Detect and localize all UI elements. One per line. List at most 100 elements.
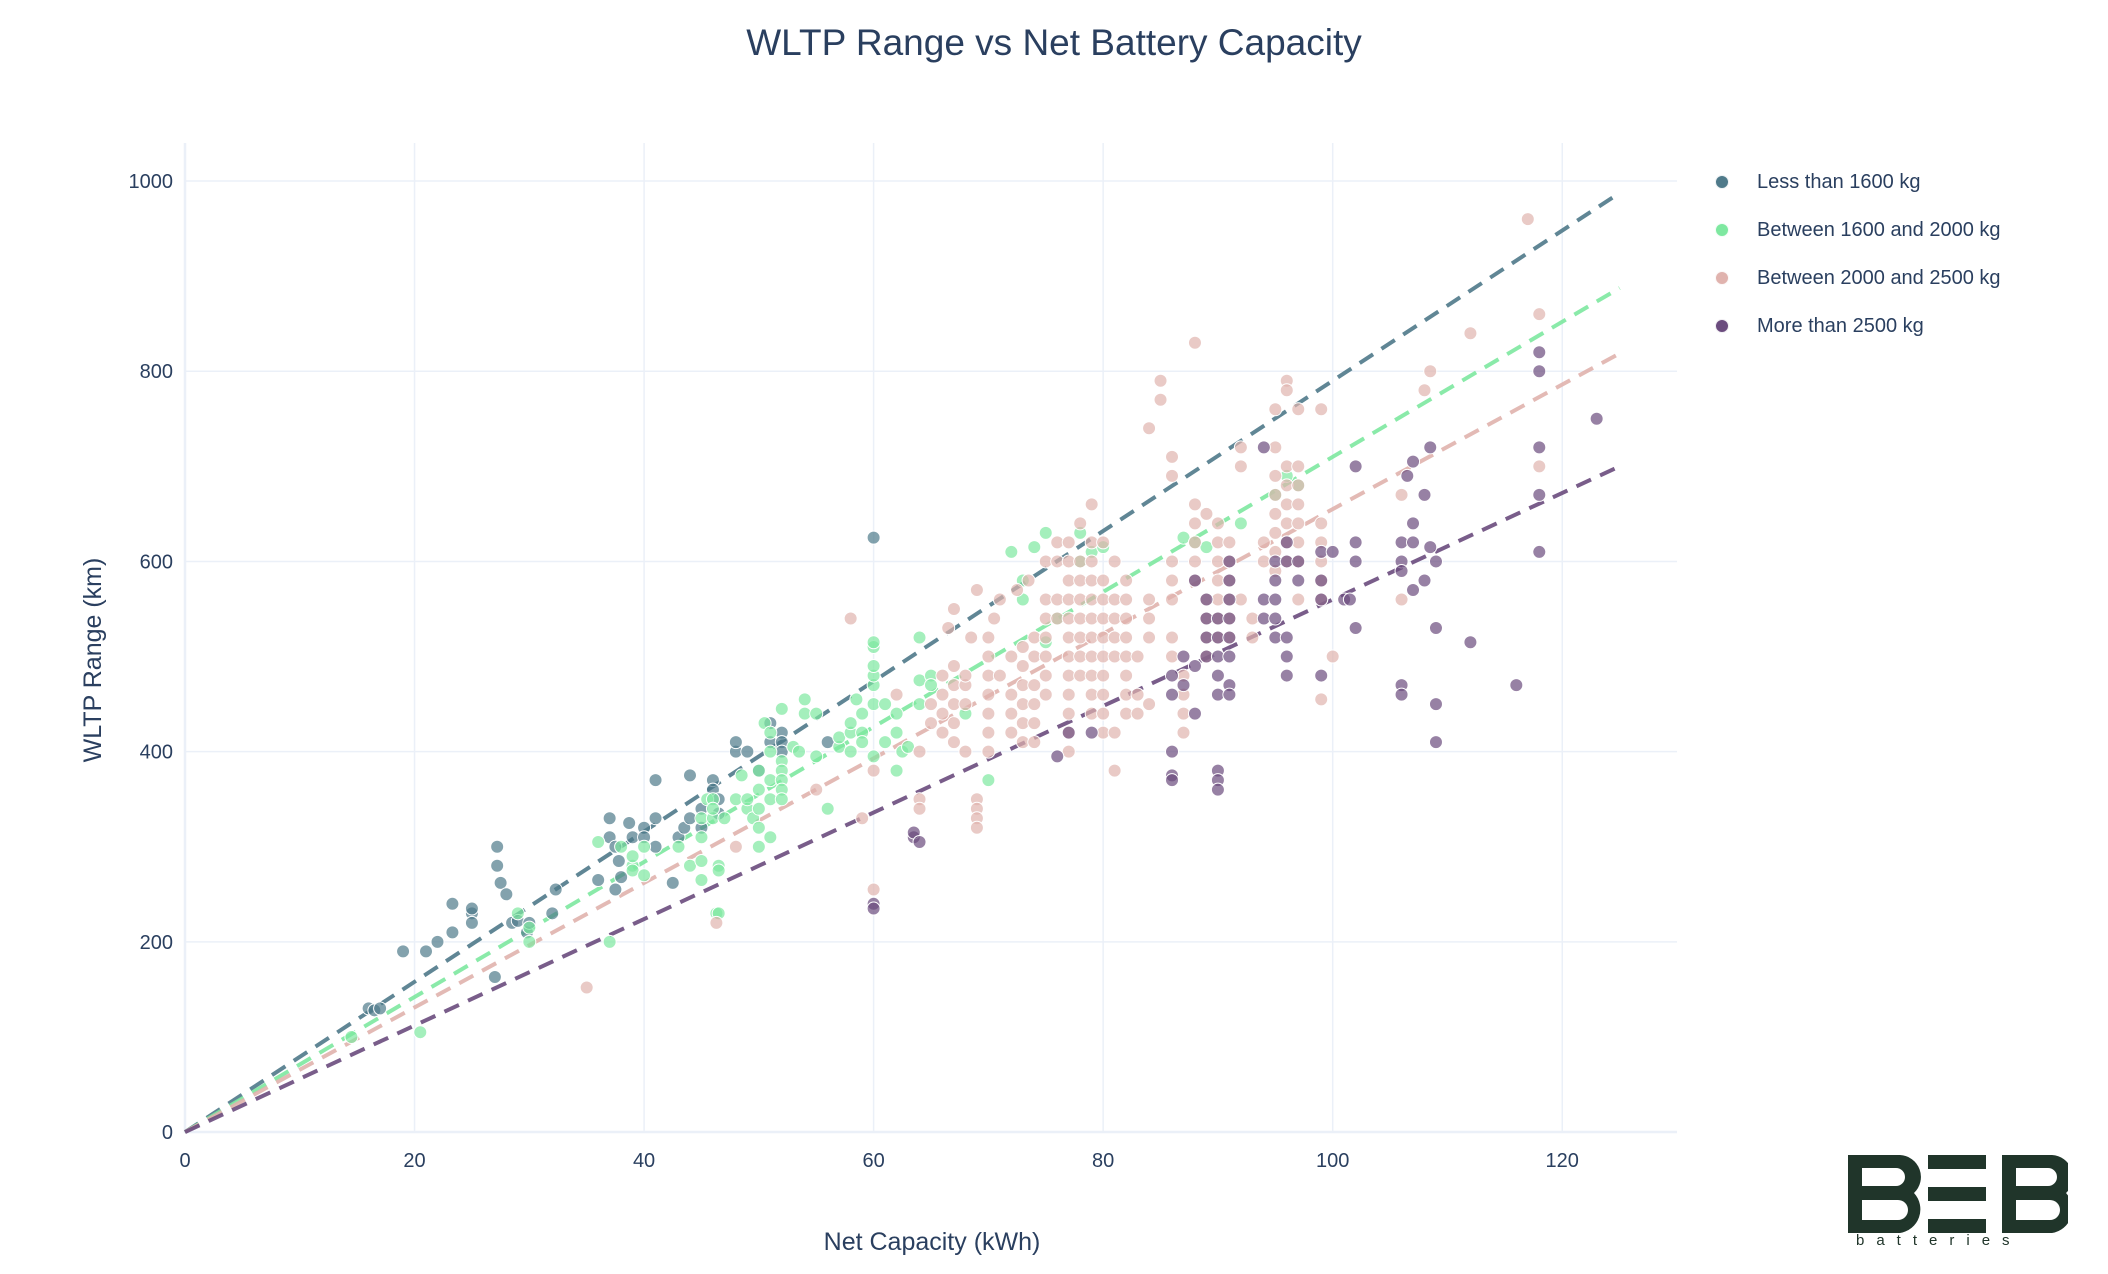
data-point-s2-28	[958, 744, 973, 759]
data-point-s3-29	[1210, 782, 1225, 797]
data-point-s3-81	[1428, 735, 1443, 750]
brand-logo	[1848, 1155, 2068, 1233]
data-point-s3-73	[1406, 582, 1421, 597]
data-point-s2-138	[1153, 373, 1168, 388]
data-point-s3-59	[1342, 592, 1357, 607]
legend-label-2: Between 2000 and 2500 kg	[1757, 266, 2001, 289]
x-tick-label-4: 80	[1092, 1150, 1114, 1172]
data-point-s2-134	[1142, 611, 1157, 626]
data-point-s2-201	[1291, 497, 1306, 512]
data-point-s2-6	[866, 763, 881, 778]
data-point-s1-22	[705, 801, 720, 816]
data-point-s2-144	[1165, 592, 1180, 607]
data-point-s3-52	[1291, 573, 1306, 588]
data-point-s3-67	[1394, 687, 1409, 702]
data-point-s0-35	[648, 811, 663, 826]
data-point-s2-178	[1245, 630, 1260, 645]
data-point-s3-18	[1199, 592, 1214, 607]
data-point-s2-27	[958, 668, 973, 683]
data-point-s2-23	[946, 716, 961, 731]
data-point-s1-33	[751, 763, 766, 778]
data-point-s2-96	[1084, 554, 1099, 569]
data-point-s2-133	[1142, 592, 1157, 607]
legend-marker-1	[1715, 223, 1729, 237]
data-point-s2-0	[579, 980, 594, 995]
data-point-s3-51	[1291, 554, 1306, 569]
legend-item-0[interactable]: Less than 1600 kg	[1705, 158, 2001, 206]
data-point-s2-42	[987, 611, 1002, 626]
data-point-s0-29	[622, 815, 637, 830]
data-point-s2-67	[1038, 649, 1053, 664]
data-point-s2-59	[1027, 678, 1042, 693]
data-point-s2-162	[1210, 516, 1225, 531]
data-point-s2-135	[1142, 630, 1157, 645]
data-point-s0-21	[548, 882, 563, 897]
data-point-s2-18	[941, 621, 956, 636]
data-point-s3-75	[1417, 573, 1432, 588]
data-point-s2-154	[1187, 535, 1202, 550]
data-point-s0-39	[682, 768, 697, 783]
data-point-s2-131	[1130, 687, 1145, 702]
legend-label-3: More than 2500 kg	[1757, 314, 1924, 337]
data-point-s3-63	[1348, 621, 1363, 636]
data-point-s1-29	[734, 768, 749, 783]
data-point-s2-61	[1027, 716, 1042, 731]
data-point-s2-17	[935, 725, 950, 740]
data-point-s2-213	[1325, 649, 1340, 664]
data-point-s2-153	[1187, 516, 1202, 531]
data-point-s3-48	[1279, 630, 1294, 645]
trendline-2	[184, 351, 1621, 1134]
data-point-s0-4	[419, 944, 434, 959]
data-point-s3-43	[1268, 592, 1283, 607]
data-point-s2-44	[992, 668, 1007, 683]
data-point-s1-12	[637, 868, 652, 883]
data-point-s1-26	[711, 863, 726, 878]
data-point-s1-3	[522, 934, 537, 949]
legend-item-2[interactable]: Between 2000 and 2500 kg	[1705, 254, 2001, 302]
data-point-s2-123	[1119, 592, 1134, 607]
data-point-s2-113	[1096, 706, 1111, 721]
data-point-s3-54	[1314, 573, 1329, 588]
data-point-s2-36	[981, 687, 996, 702]
data-point-s3-8	[1165, 744, 1180, 759]
data-point-s2-137	[1142, 421, 1157, 436]
data-point-s2-122	[1119, 573, 1134, 588]
data-point-s2-140	[1165, 449, 1180, 464]
data-point-s3-16	[1187, 706, 1202, 721]
data-point-s2-13	[924, 716, 938, 731]
data-point-s2-112	[1096, 687, 1111, 702]
data-point-s2-127	[1119, 668, 1134, 683]
data-point-s2-66	[1038, 630, 1053, 645]
data-point-s2-191	[1279, 383, 1294, 398]
data-point-s1-76	[889, 725, 904, 740]
legend-item-3[interactable]: More than 2500 kg	[1705, 302, 2001, 350]
legend-item-1[interactable]: Between 1600 and 2000 kg	[1705, 206, 2001, 254]
data-point-s2-51	[1015, 659, 1030, 674]
brand-logo-wordmark: batteries	[1856, 1232, 2022, 1249]
trendline-3	[184, 464, 1621, 1134]
data-point-s1-56	[820, 801, 835, 816]
data-point-s0-20	[545, 906, 560, 921]
data-point-s2-187	[1268, 525, 1283, 540]
y-axis-title: WLTP Range (km)	[79, 558, 107, 763]
trendline-layer	[183, 191, 1621, 1134]
data-point-s2-86	[1073, 516, 1088, 531]
data-point-s3-80	[1428, 697, 1443, 712]
data-point-s2-45	[1004, 649, 1019, 664]
data-point-s3-84	[1532, 345, 1547, 360]
data-point-s3-55	[1314, 592, 1329, 607]
data-point-s1-90	[1027, 540, 1042, 555]
data-point-s2-145	[1165, 630, 1180, 645]
data-point-s3-35	[1222, 649, 1237, 664]
data-point-s1-49	[774, 701, 789, 716]
x-tick-label-1: 20	[403, 1150, 425, 1172]
data-point-s2-212	[1314, 692, 1329, 707]
data-point-s2-43	[992, 592, 1007, 607]
data-point-s3-61	[1348, 535, 1363, 550]
data-point-s2-218	[1463, 326, 1478, 341]
x-tick-label-3: 60	[862, 1150, 884, 1172]
data-point-s2-207	[1314, 516, 1329, 531]
data-point-s2-150	[1176, 725, 1191, 740]
